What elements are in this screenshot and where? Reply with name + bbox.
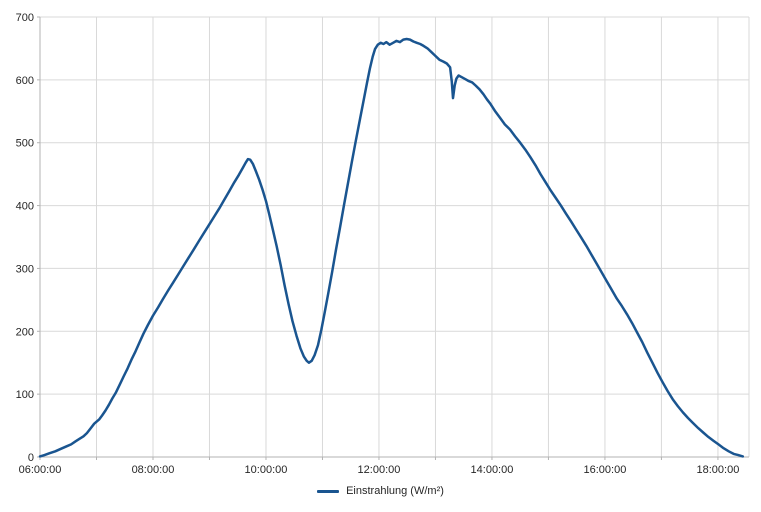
- y-tick-label: 200: [16, 326, 34, 338]
- x-tick-label: 14:00:00: [471, 464, 514, 476]
- y-tick-label: 600: [16, 75, 34, 87]
- x-tick-label: 10:00:00: [245, 464, 288, 476]
- y-tick-label: 300: [16, 263, 34, 275]
- x-tick-label: 16:00:00: [584, 464, 627, 476]
- y-tick-label: 400: [16, 201, 34, 213]
- y-tick-label: 700: [16, 12, 34, 24]
- y-tick-label: 500: [16, 138, 34, 150]
- y-tick-label: 0: [28, 452, 34, 464]
- series-line: [38, 37, 745, 458]
- x-tick-label: 18:00:00: [697, 464, 740, 476]
- x-tick-label: 08:00:00: [132, 464, 175, 476]
- x-tick-label: 06:00:00: [19, 464, 62, 476]
- y-tick-label: 100: [16, 389, 34, 401]
- x-tick-label: 12:00:00: [358, 464, 401, 476]
